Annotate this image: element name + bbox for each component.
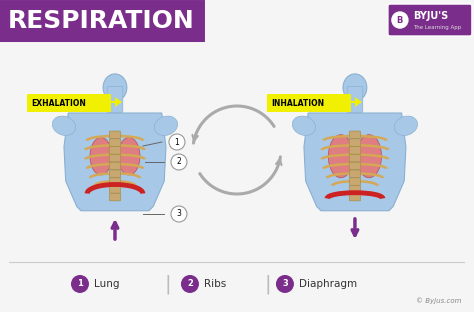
Text: The Learning App: The Learning App: [413, 25, 461, 30]
FancyBboxPatch shape: [349, 147, 361, 154]
FancyBboxPatch shape: [349, 170, 361, 178]
FancyBboxPatch shape: [109, 162, 121, 170]
Text: 2: 2: [187, 280, 193, 289]
Text: BYJU'S: BYJU'S: [413, 11, 448, 21]
FancyBboxPatch shape: [109, 193, 121, 201]
Polygon shape: [108, 97, 122, 107]
FancyBboxPatch shape: [349, 186, 361, 193]
Text: INHALATION: INHALATION: [271, 99, 324, 108]
Circle shape: [171, 154, 187, 170]
Text: EXHALATION: EXHALATION: [31, 99, 86, 108]
Text: 2: 2: [177, 158, 182, 167]
Polygon shape: [64, 113, 166, 211]
Ellipse shape: [328, 135, 354, 178]
Circle shape: [169, 134, 185, 150]
Text: |: |: [164, 274, 171, 294]
Text: B: B: [397, 16, 403, 25]
FancyBboxPatch shape: [349, 162, 361, 170]
FancyBboxPatch shape: [109, 147, 121, 154]
Ellipse shape: [343, 74, 367, 101]
Ellipse shape: [394, 116, 418, 135]
Text: 1: 1: [174, 138, 179, 147]
FancyBboxPatch shape: [347, 86, 363, 112]
FancyBboxPatch shape: [349, 139, 361, 146]
FancyBboxPatch shape: [388, 4, 472, 36]
Circle shape: [392, 12, 408, 28]
Circle shape: [276, 275, 294, 293]
FancyBboxPatch shape: [267, 94, 351, 112]
FancyBboxPatch shape: [109, 178, 121, 185]
Ellipse shape: [118, 138, 140, 175]
FancyBboxPatch shape: [109, 139, 121, 146]
FancyBboxPatch shape: [349, 154, 361, 162]
Ellipse shape: [155, 116, 178, 135]
Text: Ribs: Ribs: [204, 279, 226, 289]
FancyBboxPatch shape: [109, 131, 121, 139]
FancyBboxPatch shape: [349, 193, 361, 201]
Text: Lung: Lung: [94, 279, 119, 289]
Polygon shape: [304, 113, 406, 211]
Circle shape: [181, 275, 199, 293]
FancyBboxPatch shape: [27, 94, 111, 112]
FancyBboxPatch shape: [109, 170, 121, 178]
Ellipse shape: [90, 138, 112, 175]
Ellipse shape: [103, 74, 127, 101]
Text: |: |: [264, 274, 271, 294]
FancyBboxPatch shape: [349, 178, 361, 185]
Text: © Byjus.com: © Byjus.com: [416, 297, 462, 304]
FancyBboxPatch shape: [349, 131, 361, 139]
Text: 3: 3: [176, 209, 182, 218]
Text: 3: 3: [282, 280, 288, 289]
FancyBboxPatch shape: [109, 186, 121, 193]
Circle shape: [71, 275, 89, 293]
Text: RESPIRATION: RESPIRATION: [8, 9, 195, 33]
Ellipse shape: [52, 116, 76, 135]
FancyBboxPatch shape: [0, 0, 205, 42]
FancyBboxPatch shape: [107, 86, 123, 112]
Polygon shape: [348, 97, 362, 107]
Text: 1: 1: [77, 280, 83, 289]
Ellipse shape: [356, 135, 382, 178]
Text: Diaphragm: Diaphragm: [299, 279, 357, 289]
Circle shape: [171, 206, 187, 222]
FancyBboxPatch shape: [109, 154, 121, 162]
Ellipse shape: [292, 116, 316, 135]
